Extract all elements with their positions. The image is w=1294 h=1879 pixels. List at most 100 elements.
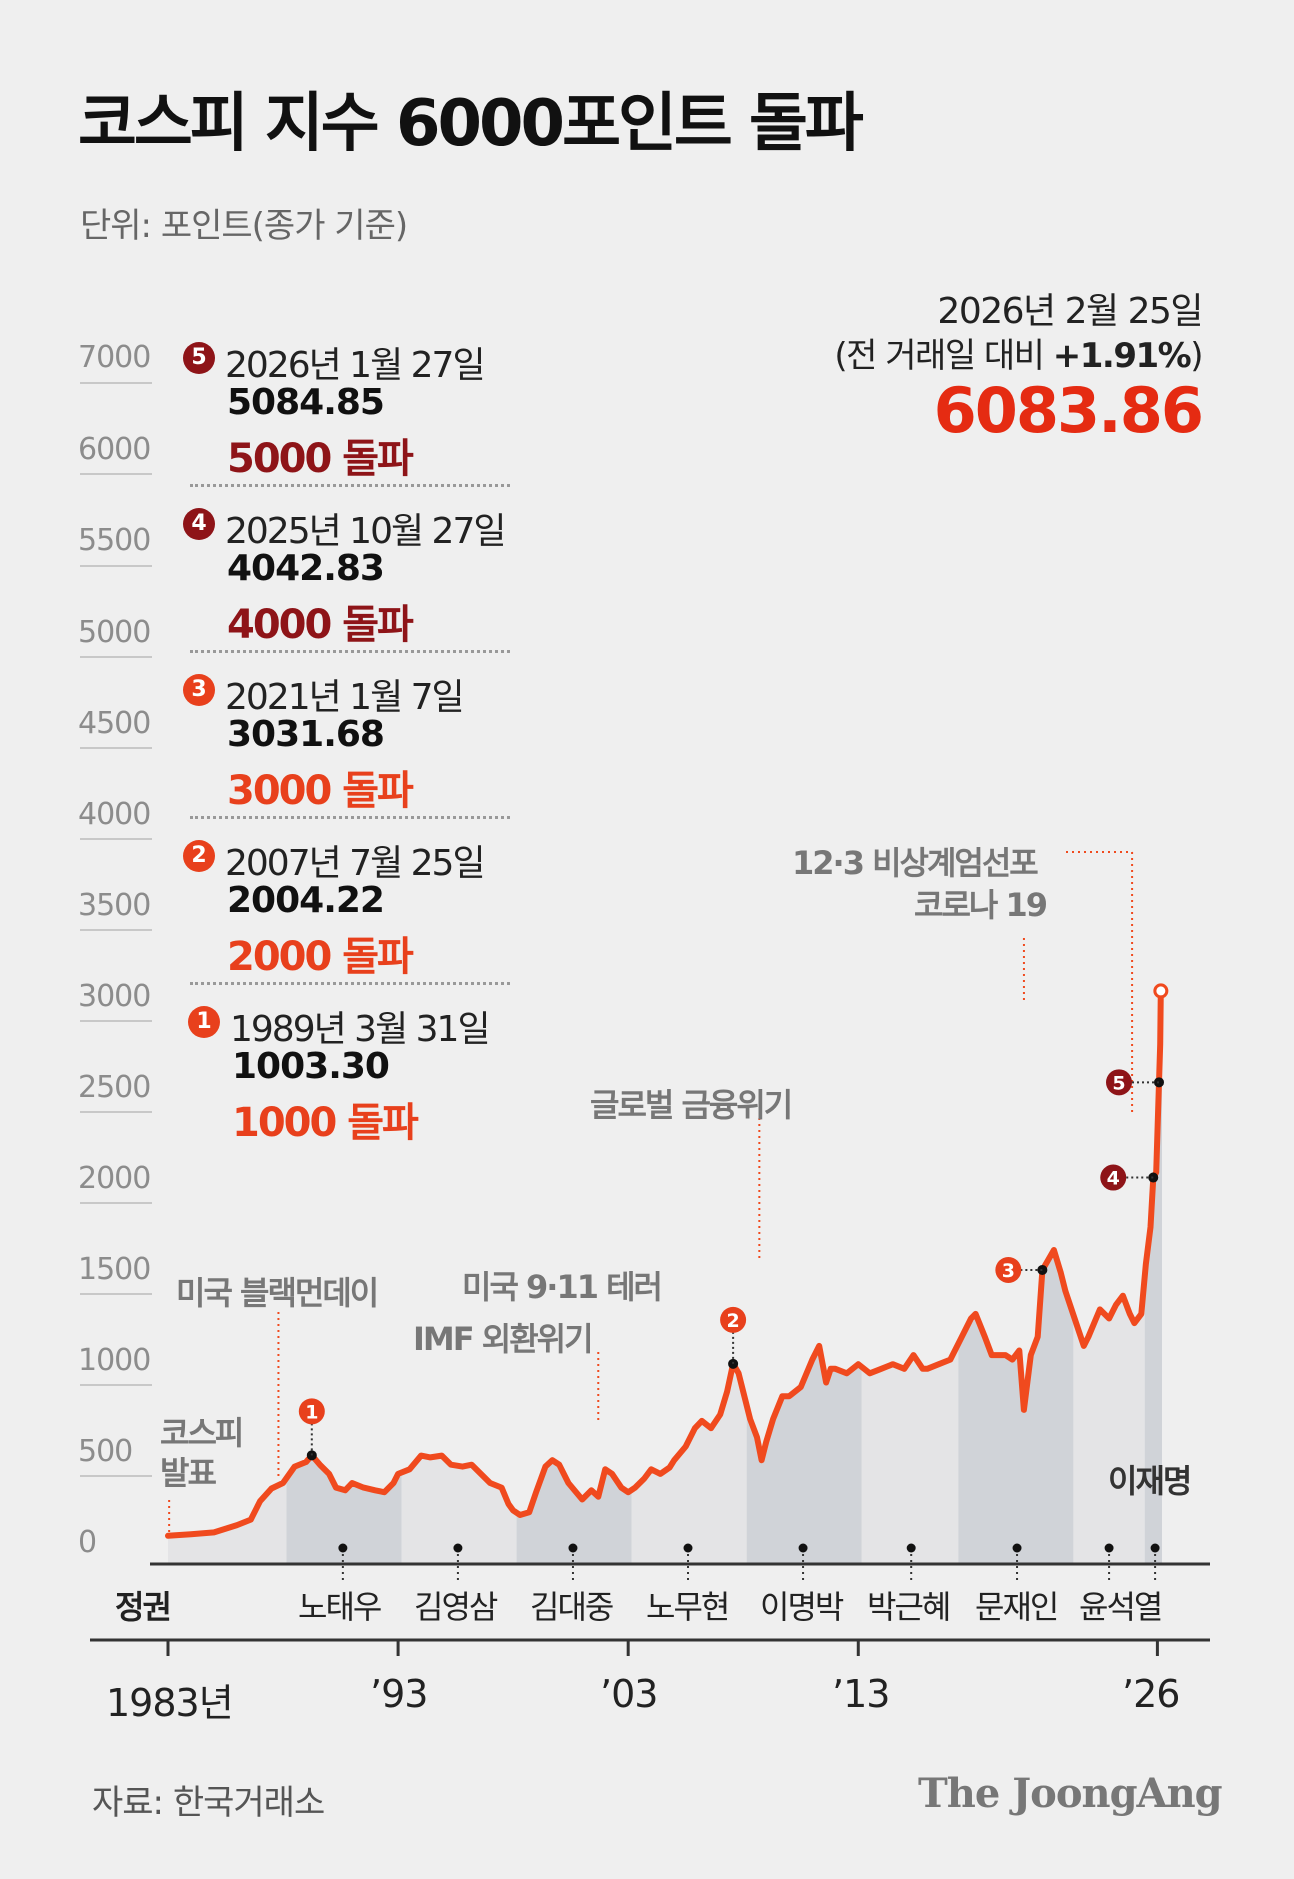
regime-band bbox=[286, 1455, 402, 1564]
y-tick-line bbox=[80, 1202, 152, 1204]
milestone-badge-number: 3 bbox=[1002, 1260, 1015, 1282]
milestone-badge: 4 bbox=[183, 508, 215, 540]
annotation-lee: 이재명 bbox=[1108, 1462, 1192, 1500]
milestone-badge-marker bbox=[1106, 1069, 1133, 1096]
milestone-label: 5000 돌파 bbox=[227, 436, 414, 482]
milestone-badge-marker bbox=[995, 1256, 1022, 1283]
y-tick-label: 5500 bbox=[78, 523, 151, 558]
annotation-black-monday: 미국 블랙먼데이 bbox=[176, 1274, 379, 1312]
regime-dot bbox=[798, 1543, 808, 1553]
milestone-date: 1989년 3월 31일 bbox=[230, 1009, 491, 1050]
milestone-label: 1000 돌파 bbox=[232, 1100, 419, 1146]
annotation-kospi-launch: 발표 bbox=[160, 1454, 217, 1492]
divider bbox=[190, 484, 510, 487]
regime-dot bbox=[906, 1543, 916, 1553]
regime-band bbox=[958, 1249, 1074, 1564]
x-tick-label: ’26 bbox=[1122, 1672, 1180, 1716]
y-tick-label: 6000 bbox=[78, 432, 151, 467]
latest-change: (전 거래일 대비 +1.91%) bbox=[834, 328, 1203, 377]
y-tick-line bbox=[80, 1020, 152, 1022]
y-tick-label: 3500 bbox=[78, 888, 151, 923]
regime-band bbox=[1073, 1276, 1145, 1564]
milestone-badge: 5 bbox=[183, 342, 215, 374]
milestone-label: 2000 돌파 bbox=[227, 934, 414, 980]
y-tick-line bbox=[80, 1293, 152, 1295]
y-tick-line bbox=[80, 1475, 152, 1477]
y-tick-line bbox=[80, 565, 152, 567]
regime-band bbox=[168, 1478, 287, 1564]
y-tick-label: 2000 bbox=[78, 1161, 151, 1196]
regime-dot bbox=[338, 1543, 348, 1553]
y-tick-line bbox=[80, 1384, 152, 1386]
president-label: 박근혜 bbox=[867, 1588, 951, 1626]
latest-value: 6083.86 bbox=[933, 374, 1204, 447]
unit-label: 단위: 포인트(종가 기준) bbox=[80, 206, 408, 246]
y-tick-label: 7000 bbox=[78, 340, 151, 375]
y-tick-label: 500 bbox=[78, 1434, 133, 1469]
milestone-badge-number: 4 bbox=[1107, 1168, 1120, 1190]
regime-band bbox=[861, 1343, 959, 1564]
milestone-label: 3000 돌파 bbox=[227, 768, 414, 814]
y-tick-line bbox=[80, 473, 152, 475]
milestone-date: 2021년 1월 7일 bbox=[225, 677, 465, 718]
regime-label: 정권 bbox=[115, 1588, 172, 1626]
milestone-date: 2007년 7월 25일 bbox=[225, 843, 486, 884]
x-tick-label: ’13 bbox=[832, 1672, 890, 1716]
latest-change-prefix: (전 거래일 대비 bbox=[834, 336, 1053, 376]
y-tick-line bbox=[80, 1111, 152, 1113]
latest-change-value: +1.91% bbox=[1052, 336, 1192, 376]
y-tick-line bbox=[80, 929, 152, 931]
milestone-date: 2026년 1월 27일 bbox=[225, 345, 486, 386]
president-label: 문재인 bbox=[975, 1588, 1059, 1626]
divider bbox=[190, 982, 510, 985]
president-label: 윤석열 bbox=[1079, 1588, 1163, 1626]
y-tick-label: 5000 bbox=[78, 615, 151, 650]
milestone-badge: 2 bbox=[183, 840, 215, 872]
milestone-badge-number: 1 bbox=[305, 1401, 318, 1423]
latest-date: 2026년 2월 25일 bbox=[937, 291, 1203, 332]
president-label: 이명박 bbox=[760, 1588, 844, 1626]
milestone-badge-marker bbox=[298, 1398, 325, 1425]
milestone-badge-marker bbox=[720, 1306, 747, 1333]
regime-dot bbox=[568, 1543, 578, 1553]
divider bbox=[190, 816, 510, 819]
regime-dot bbox=[453, 1543, 463, 1553]
y-tick-label: 4500 bbox=[78, 706, 151, 741]
y-tick-label: 4000 bbox=[78, 797, 151, 832]
milestone-value: 2004.22 bbox=[227, 880, 385, 921]
annotation-kospi-launch: 코스피 bbox=[160, 1414, 244, 1452]
y-tick-label: 1000 bbox=[78, 1343, 151, 1378]
y-tick-label: 1500 bbox=[78, 1252, 151, 1287]
milestone-value: 5084.85 bbox=[227, 382, 385, 423]
annotation-covid: 코로나 19 bbox=[914, 886, 1048, 924]
milestone-badge-marker bbox=[1100, 1164, 1127, 1191]
latest-point bbox=[1153, 983, 1169, 999]
regime-dot bbox=[1104, 1543, 1114, 1553]
milestone-badge-number: 2 bbox=[726, 1310, 739, 1332]
y-tick-label: 3000 bbox=[78, 979, 151, 1014]
milestone-badge: 1 bbox=[188, 1006, 220, 1038]
milestone-label: 4000 돌파 bbox=[227, 602, 414, 648]
annotation-martial-law: 12·3 비상계엄선포 bbox=[792, 844, 1039, 882]
annotation-911: 미국 9·11 테러 bbox=[462, 1268, 663, 1306]
milestone-badge: 3 bbox=[183, 674, 215, 706]
y-tick-line bbox=[80, 656, 152, 658]
regime-dot bbox=[683, 1543, 693, 1553]
milestone-value: 3031.68 bbox=[227, 714, 385, 755]
chart-markers: 1 2 3 4 5 bbox=[298, 983, 1169, 1461]
milestone-value: 4042.83 bbox=[227, 548, 385, 589]
regime-dot bbox=[1012, 1543, 1022, 1553]
y-tick-label: 2500 bbox=[78, 1070, 151, 1105]
regime-dot bbox=[1150, 1543, 1160, 1553]
president-label: 노무현 bbox=[646, 1588, 730, 1626]
annotation-gfc: 글로벌 금융위기 bbox=[590, 1086, 793, 1124]
milestone-date: 2025년 10월 27일 bbox=[225, 511, 506, 552]
source-label: 자료: 한국거래소 bbox=[92, 1783, 325, 1823]
y-tick-label: 0 bbox=[78, 1525, 97, 1560]
president-label: 김영삼 bbox=[414, 1588, 498, 1626]
milestone-badge-number: 5 bbox=[1112, 1072, 1125, 1094]
annotation-imf: IMF 외환위기 bbox=[413, 1320, 594, 1358]
regime-bands bbox=[168, 990, 1162, 1564]
president-label: 김대중 bbox=[530, 1588, 614, 1626]
brand-logo: The JoongAng bbox=[918, 1770, 1223, 1817]
